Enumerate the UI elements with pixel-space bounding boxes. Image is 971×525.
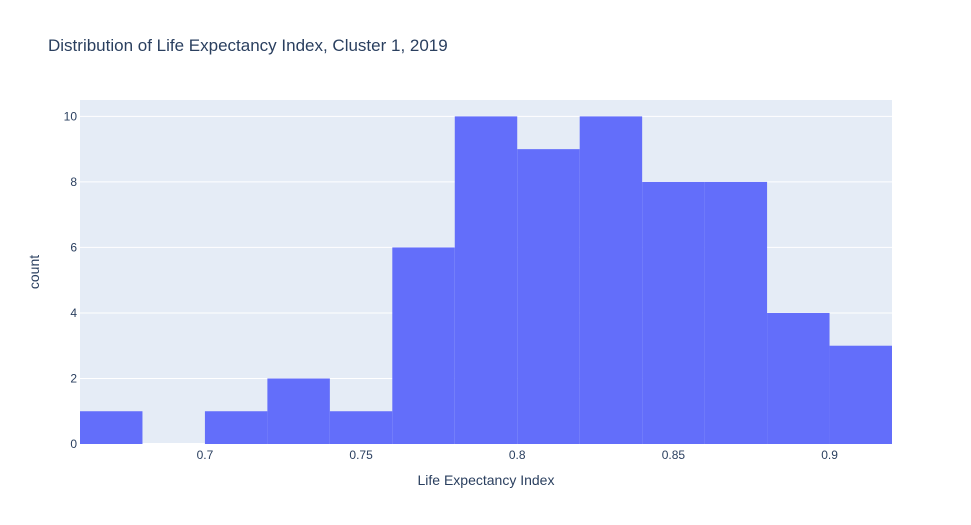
histogram-bar [80,411,143,444]
y-axis-ticks: 0 2 4 6 8 10 [64,109,78,451]
chart-title: Distribution of Life Expectancy Index, C… [48,36,448,55]
x-axis-title: Life Expectancy Index [418,472,555,488]
y-axis-title: count [26,255,42,289]
y-tick-label: 0 [70,437,77,451]
histogram-bar [579,116,643,444]
x-tick-label: 0.85 [662,448,686,462]
bars [80,116,892,444]
y-tick-label: 10 [64,109,78,123]
histogram-bar [517,149,580,444]
histogram-bar [267,378,330,444]
histogram-bar [767,312,830,444]
y-tick-label: 6 [70,240,77,254]
histogram-bar [704,181,768,444]
histogram-bar [329,411,393,444]
x-tick-label: 0.9 [821,448,838,462]
x-axis-ticks: 0.7 0.75 0.8 0.85 0.9 [197,448,839,462]
x-tick-label: 0.8 [509,448,526,462]
histogram-bar [392,247,455,444]
x-tick-label: 0.75 [349,448,373,462]
y-tick-label: 2 [70,371,77,385]
y-tick-label: 8 [70,175,77,189]
histogram-bar [829,345,892,444]
histogram-bar [454,116,518,444]
histogram-bar [204,411,268,444]
y-tick-label: 4 [70,306,77,320]
x-tick-label: 0.7 [197,448,214,462]
histogram-bar [642,181,705,444]
